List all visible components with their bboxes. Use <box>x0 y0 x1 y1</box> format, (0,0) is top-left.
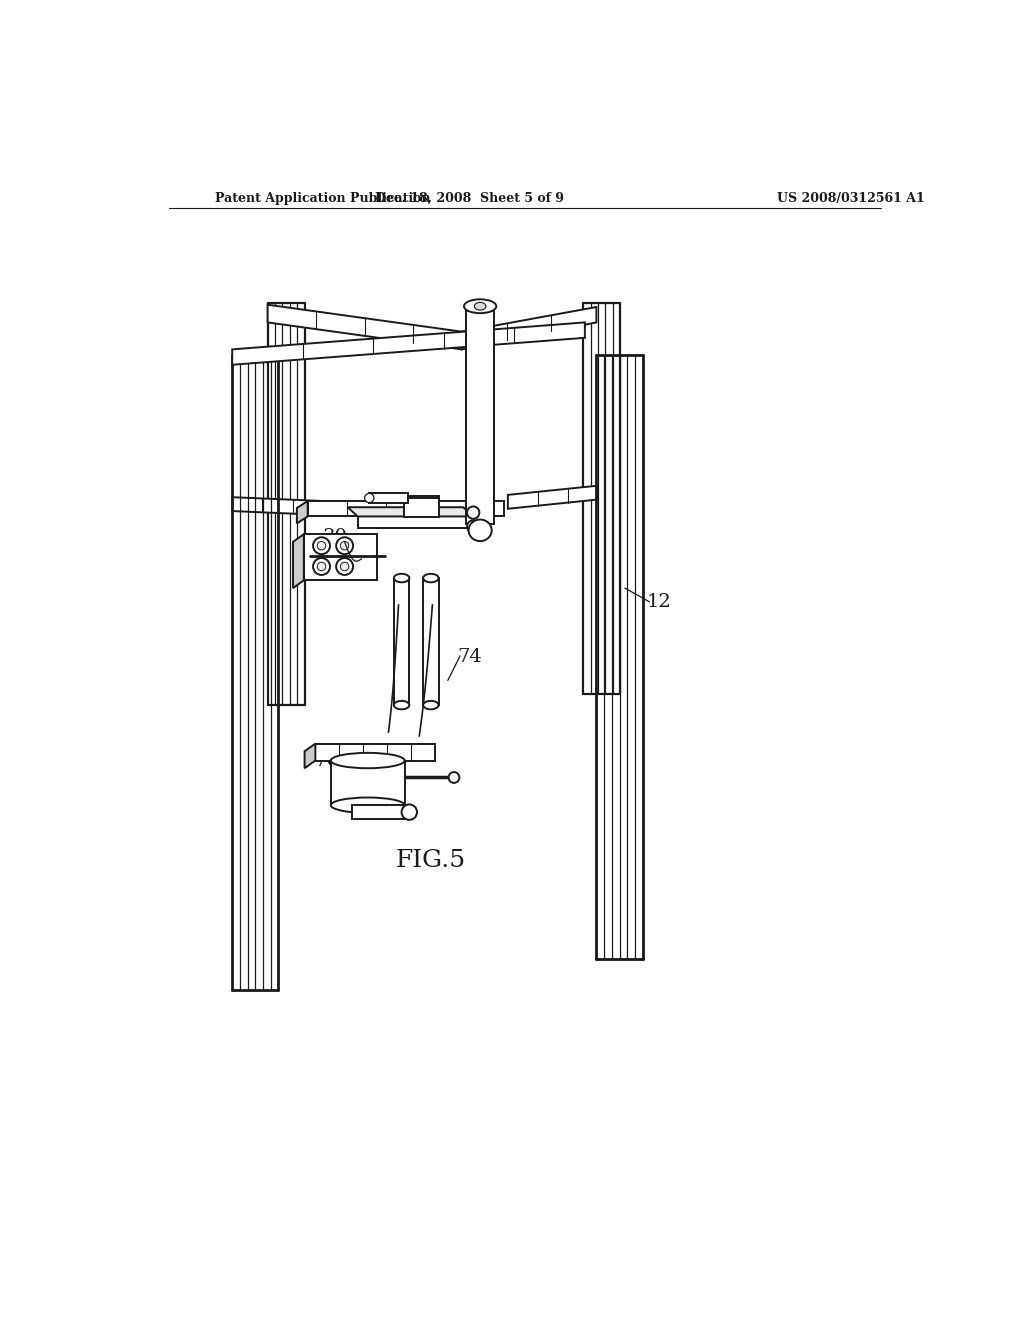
Ellipse shape <box>340 541 349 550</box>
Polygon shape <box>304 743 315 768</box>
Ellipse shape <box>340 562 349 570</box>
Ellipse shape <box>423 574 438 582</box>
Ellipse shape <box>401 804 417 820</box>
Polygon shape <box>307 502 504 516</box>
Polygon shape <box>232 322 585 364</box>
Ellipse shape <box>313 558 330 576</box>
Polygon shape <box>293 535 304 589</box>
Polygon shape <box>466 312 494 524</box>
Text: Patent Application Publication: Patent Application Publication <box>215 191 431 205</box>
Ellipse shape <box>423 701 438 709</box>
Ellipse shape <box>394 574 410 582</box>
Text: 30: 30 <box>323 528 347 546</box>
Ellipse shape <box>464 300 497 313</box>
Ellipse shape <box>317 541 326 550</box>
Polygon shape <box>315 743 435 760</box>
Polygon shape <box>357 516 473 528</box>
Polygon shape <box>584 304 621 693</box>
Ellipse shape <box>336 558 353 576</box>
Polygon shape <box>297 502 307 524</box>
Polygon shape <box>304 535 377 581</box>
Polygon shape <box>370 494 408 503</box>
Text: 12: 12 <box>646 593 671 611</box>
Polygon shape <box>232 498 323 515</box>
Text: 74: 74 <box>457 648 481 667</box>
Polygon shape <box>403 496 438 517</box>
Polygon shape <box>352 805 407 818</box>
Polygon shape <box>267 304 304 705</box>
Polygon shape <box>232 355 279 990</box>
Polygon shape <box>508 486 598 508</box>
Text: Dec. 18, 2008  Sheet 5 of 9: Dec. 18, 2008 Sheet 5 of 9 <box>375 191 564 205</box>
Text: FIG.5: FIG.5 <box>396 849 466 873</box>
Ellipse shape <box>331 797 404 813</box>
Text: 70: 70 <box>314 751 339 770</box>
Ellipse shape <box>474 302 486 310</box>
Ellipse shape <box>467 507 479 519</box>
Ellipse shape <box>365 494 374 503</box>
Polygon shape <box>596 355 643 960</box>
Ellipse shape <box>469 520 492 541</box>
Ellipse shape <box>449 772 460 783</box>
Ellipse shape <box>313 537 330 554</box>
Ellipse shape <box>467 520 479 532</box>
Ellipse shape <box>394 701 410 709</box>
Polygon shape <box>462 308 596 350</box>
Text: US 2008/0312561 A1: US 2008/0312561 A1 <box>777 191 925 205</box>
Ellipse shape <box>331 752 404 768</box>
Ellipse shape <box>317 562 326 570</box>
Polygon shape <box>423 578 438 705</box>
Ellipse shape <box>336 537 353 554</box>
Text: 72: 72 <box>355 784 380 803</box>
Polygon shape <box>267 305 462 350</box>
Polygon shape <box>394 578 410 705</box>
Polygon shape <box>348 507 473 516</box>
Polygon shape <box>331 760 404 805</box>
